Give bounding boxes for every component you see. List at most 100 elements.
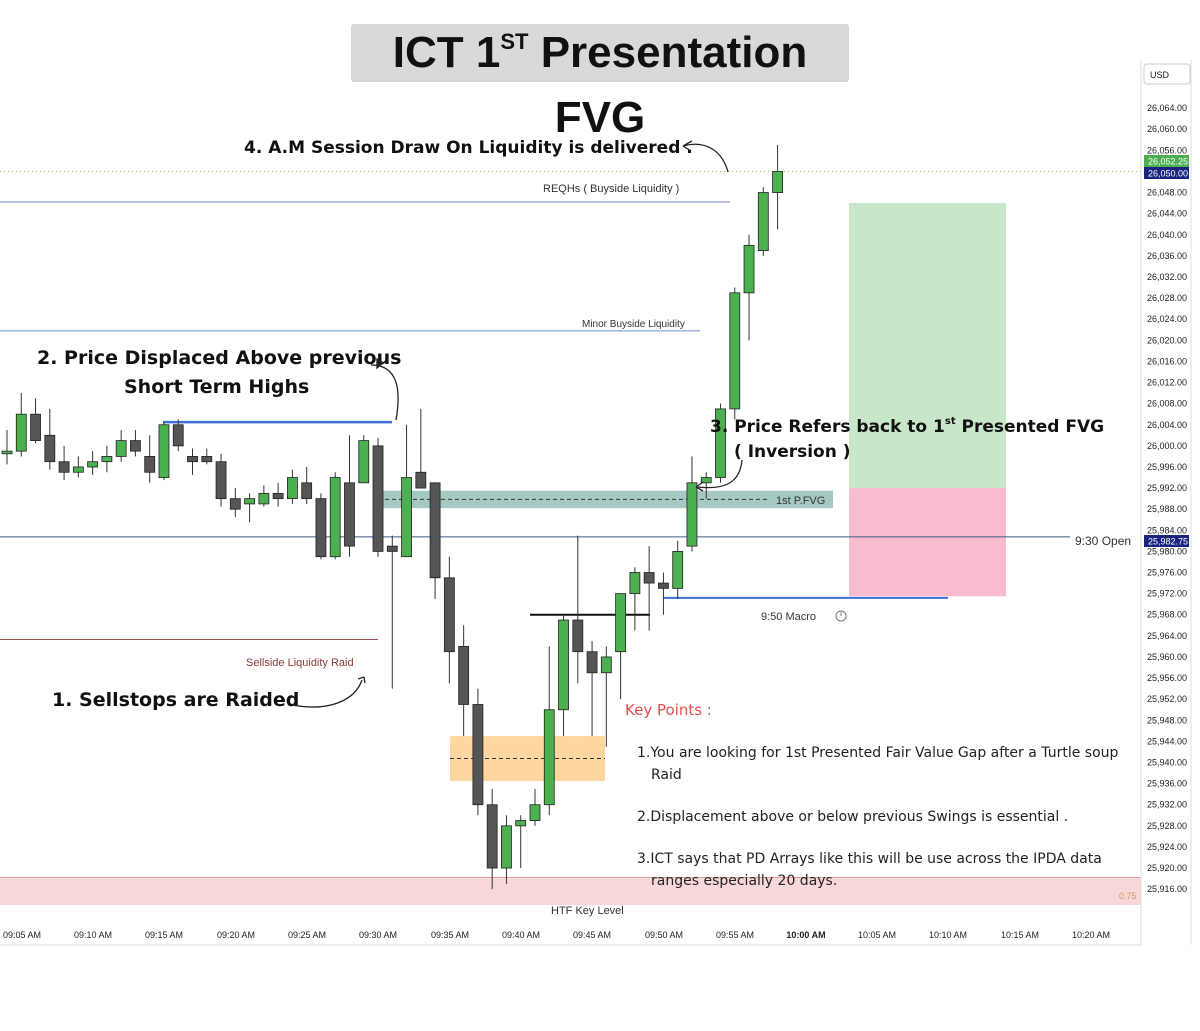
price-tick-label: 26,016.00: [1147, 356, 1187, 366]
fib-label: 0.75: [1119, 891, 1137, 901]
price-tick-label: 25,988.00: [1147, 504, 1187, 514]
price-tick-label: 26,008.00: [1147, 399, 1187, 409]
candle-body: [757, 192, 769, 251]
fvg-label: 1st P.FVG: [776, 495, 825, 507]
arrow-2: [370, 364, 399, 421]
candle-body: [30, 413, 41, 441]
candle-body: [144, 456, 156, 473]
candle-body: [72, 466, 84, 473]
price-tick-label: 26,048.00: [1147, 188, 1187, 198]
time-tick-label: 09:30 AM: [359, 930, 397, 940]
candle-body: [315, 498, 327, 558]
candle-body: [415, 471, 427, 489]
price-tick-label: 25,996.00: [1147, 462, 1187, 472]
step3-line1: 3. Price Refers back to 1st Presented FV…: [710, 416, 1104, 437]
key-points-title: Key Points :: [625, 701, 712, 719]
currency-box[interactable]: [1143, 63, 1191, 85]
arrow-1: [291, 679, 363, 708]
open-930-label: 9:30 Open: [1075, 534, 1131, 548]
candle-body: [244, 498, 255, 505]
time-tick-label: 09:55 AM: [716, 930, 754, 940]
target-zone: [849, 203, 1006, 489]
candle-body: [101, 456, 113, 463]
candle-body: [572, 619, 584, 653]
page-title: ICT 1ST Presentation FVG: [351, 24, 849, 142]
time-tick-label: 09:05 AM: [3, 930, 41, 940]
time-tick-label: 09:10 AM: [74, 930, 112, 940]
step2-line1: 2. Price Displaced Above previous: [37, 347, 401, 369]
price-tick-label: 25,992.00: [1147, 483, 1187, 493]
step3-line2: ( Inversion ): [734, 442, 851, 462]
price-tick-label: 25,948.00: [1147, 715, 1187, 725]
price-tick-label: 25,916.00: [1147, 884, 1187, 894]
time-axis-ticks: 09:05 AM 09:10 AM 09:15 AM 09:20 AM 09:25 AM…: [3, 930, 1110, 940]
time-tick-label: 09:20 AM: [217, 930, 255, 940]
time-tick-label: 09:25 AM: [288, 930, 326, 940]
reqh-label: REQHs ( Buyside Liquidity ): [543, 183, 679, 195]
candle-body: [458, 646, 470, 705]
price-tick-label: 25,920.00: [1147, 863, 1187, 873]
candle-body: [229, 498, 241, 510]
price-tick-label: 25,968.00: [1147, 610, 1187, 620]
candle-body: [658, 582, 669, 589]
step1-annotation: 1. Sellstops are Raided: [52, 689, 299, 711]
candle-body: [44, 434, 56, 463]
current-price-tag-bg: [1144, 167, 1189, 179]
price-tick-label: 25,960.00: [1147, 652, 1187, 662]
price-tick-label: 25,932.00: [1147, 800, 1187, 810]
ssl-raid-label: Sellside Liquidity Raid: [246, 657, 354, 669]
candle-body: [729, 292, 741, 410]
price-tick-label: 26,000.00: [1147, 441, 1187, 451]
macro-950-label: 9:50 Macro: [761, 611, 816, 623]
candle-body: [700, 477, 712, 484]
key-point-3a: 3.ICT says that PD Arrays like this will…: [637, 851, 1102, 867]
price-tick-label: 26,040.00: [1147, 230, 1187, 240]
candle-body: [358, 440, 370, 484]
price-tick-label: 25,936.00: [1147, 779, 1187, 789]
price-tick-label: 26,044.00: [1147, 209, 1187, 219]
candle-body: [543, 709, 555, 806]
candle-body: [386, 545, 398, 552]
candle-body: [629, 572, 641, 595]
candle-body: [715, 408, 726, 478]
candle-body: [87, 461, 99, 468]
time-tick-label: 10:00 AM: [786, 930, 825, 940]
htf-label: HTF Key Level: [551, 905, 624, 917]
time-tick-label: 09:40 AM: [502, 930, 540, 940]
clock-icon: [835, 610, 847, 622]
price-tick-label: 26,064.00: [1147, 103, 1187, 113]
time-tick-label: 09:45 AM: [573, 930, 611, 940]
annotation-arrows: [291, 140, 743, 708]
candle-body: [558, 619, 569, 711]
candle-body: [686, 482, 698, 547]
candle-body: [586, 651, 598, 674]
price-tick-label: 25,980.00: [1147, 546, 1187, 556]
key-point-1b: Raid: [651, 767, 682, 783]
arrow-4: [682, 143, 729, 173]
time-tick-label: 10:15 AM: [1001, 930, 1039, 940]
arrow-3-head: [695, 481, 704, 492]
candle-body: [172, 424, 184, 447]
price-tick-label: 26,056.00: [1147, 145, 1187, 155]
price-tick-label: 26,012.00: [1147, 378, 1187, 388]
candle-body: [643, 572, 655, 584]
price-tick-label: 25,984.00: [1147, 525, 1187, 535]
price-tick-label: 26,036.00: [1147, 251, 1187, 261]
price-tick-label: 26,020.00: [1147, 335, 1187, 345]
candle-body: [215, 461, 227, 500]
time-tick-label: 10:10 AM: [929, 930, 967, 940]
candle-body: [372, 445, 384, 552]
candle-body: [772, 171, 783, 193]
price-tick-label: 25,944.00: [1147, 736, 1187, 746]
candle-body: [672, 551, 684, 589]
price-tick-label: 26,028.00: [1147, 293, 1187, 303]
price-tick-label: 25,952.00: [1147, 694, 1187, 704]
candle-body: [486, 804, 498, 869]
price-tick-label: 25,940.00: [1147, 758, 1187, 768]
candle-body: [115, 440, 127, 457]
price-axis-ticks: 26,064.0026,060.0026,056.0026,052.0026,0…: [1147, 103, 1187, 894]
arrow-3: [697, 459, 743, 489]
candle-body: [258, 492, 270, 505]
candle-body: [515, 820, 527, 827]
